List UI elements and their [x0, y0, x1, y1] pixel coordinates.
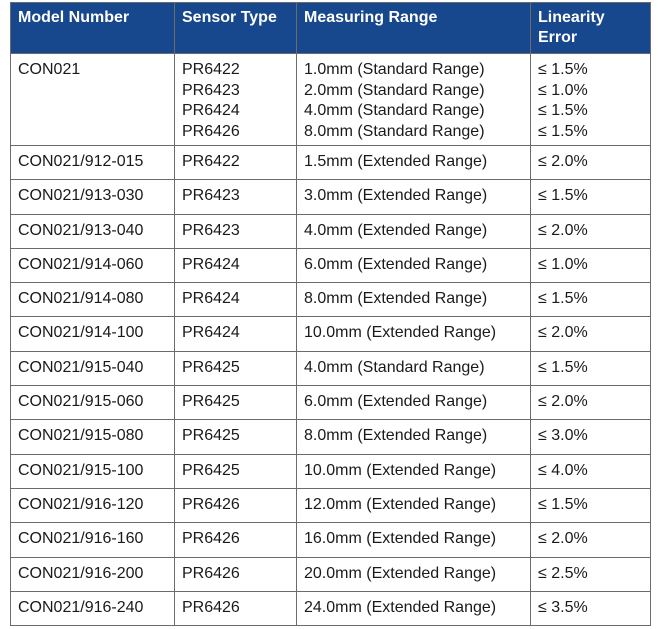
model-cell: CON021/912-015: [10, 144, 175, 181]
range-line: 2.0mm (Standard Range): [304, 81, 485, 99]
table-header-row: Model Number Sensor Type Measuring Range…: [10, 2, 651, 54]
error-cell: ≤ 2.0%: [530, 213, 651, 249]
sensor-cell: PR6422: [174, 144, 297, 181]
sensor-cell: PR6424: [174, 316, 297, 352]
sensor-cell: PR6423: [174, 179, 297, 215]
error-cell: ≤ 3.5%: [530, 590, 651, 627]
range-cell: 3.0mm (Extended Range): [296, 179, 531, 215]
sensor-cell: PR6424: [174, 247, 297, 284]
table-row: CON021/916-240 PR6426 24.0mm (Extended R…: [10, 590, 651, 627]
range-cell: 8.0mm (Extended Range): [296, 282, 531, 318]
model-cell: CON021/915-040: [10, 350, 175, 387]
error-cell: ≤ 4.0%: [530, 453, 651, 489]
sensor-cell: PR6426: [174, 590, 297, 627]
table-row: CON021/915-060 PR6425 6.0mm (Extended Ra…: [10, 385, 651, 421]
table-row: CON021/914-080 PR6424 8.0mm (Extended Ra…: [10, 282, 651, 318]
table-row: CON021/915-100 PR6425 10.0mm (Extended R…: [10, 453, 651, 489]
table-row: CON021/916-200 PR6426 20.0mm (Extended R…: [10, 556, 651, 592]
model-cell: CON021/916-160: [10, 522, 175, 558]
model-cell: CON021/915-080: [10, 419, 175, 455]
range-cell: 4.0mm (Standard Range): [296, 350, 531, 387]
table-row: CON021 PR6422 PR6423 PR6424 PR6426 1.0mm…: [10, 53, 651, 146]
model-cell: CON021/915-060: [10, 385, 175, 421]
model-cell: CON021/913-040: [10, 213, 175, 249]
sensor-line: PR6422: [182, 61, 240, 78]
error-line: ≤ 1.0%: [538, 81, 588, 99]
model-cell: CON021: [10, 53, 175, 146]
error-cell: ≤ 2.0%: [530, 316, 651, 352]
sensor-cell: PR6423: [174, 213, 297, 249]
model-cell: CON021/914-080: [10, 282, 175, 318]
range-cell: 16.0mm (Extended Range): [296, 522, 531, 558]
table-row: CON021/913-030 PR6423 3.0mm (Extended Ra…: [10, 179, 651, 215]
range-cell: 6.0mm (Extended Range): [296, 385, 531, 421]
range-cell: 1.0mm (Standard Range) 2.0mm (Standard R…: [296, 53, 531, 146]
model-cell: CON021/914-100: [10, 316, 175, 352]
error-cell: ≤ 2.5%: [530, 556, 651, 592]
error-cell: ≤ 3.0%: [530, 419, 651, 455]
range-line: 1.0mm (Standard Range): [304, 61, 485, 78]
sensor-cell: PR6426: [174, 556, 297, 592]
error-line: ≤ 1.5%: [538, 61, 588, 78]
header-model-number: Model Number: [10, 2, 175, 54]
range-line: 8.0mm (Standard Range): [304, 122, 485, 140]
range-cell: 10.0mm (Extended Range): [296, 453, 531, 489]
range-cell: 6.0mm (Extended Range): [296, 247, 531, 284]
range-cell: 12.0mm (Extended Range): [296, 487, 531, 524]
range-cell: 1.5mm (Extended Range): [296, 144, 531, 181]
spec-table-container: Model Number Sensor Type Measuring Range…: [10, 2, 651, 627]
range-cell: 10.0mm (Extended Range): [296, 316, 531, 352]
range-cell: 4.0mm (Extended Range): [296, 213, 531, 249]
table-row: CON021/915-040 PR6425 4.0mm (Standard Ra…: [10, 350, 651, 387]
sensor-cell: PR6425: [174, 419, 297, 455]
sensor-cell: PR6425: [174, 350, 297, 387]
model-cell: CON021/916-120: [10, 487, 175, 524]
model-cell: CON021/916-200: [10, 556, 175, 592]
error-cell: ≤ 1.5%: [530, 487, 651, 524]
error-cell: ≤ 1.5%: [530, 179, 651, 215]
table-row: CON021/914-100 PR6424 10.0mm (Extended R…: [10, 316, 651, 352]
error-cell: ≤ 1.5% ≤ 1.0% ≤ 1.5% ≤ 1.5%: [530, 53, 651, 146]
header-measuring-range: Measuring Range: [296, 2, 531, 54]
error-cell: ≤ 2.0%: [530, 144, 651, 181]
error-cell: ≤ 1.5%: [530, 282, 651, 318]
sensor-line: PR6424: [182, 102, 240, 119]
model-cell: CON021/915-100: [10, 453, 175, 489]
table-row: CON021/916-160 PR6426 16.0mm (Extended R…: [10, 522, 651, 558]
sensor-cell: PR6425: [174, 385, 297, 421]
model-cell: CON021/916-240: [10, 590, 175, 627]
model-cell: CON021/914-060: [10, 247, 175, 284]
range-cell: 20.0mm (Extended Range): [296, 556, 531, 592]
table-row: CON021/914-060 PR6424 6.0mm (Extended Ra…: [10, 247, 651, 284]
header-linearity-error: Linearity Error: [530, 2, 651, 54]
range-cell: 24.0mm (Extended Range): [296, 590, 531, 627]
table-row: CON021/915-080 PR6425 8.0mm (Extended Ra…: [10, 419, 651, 455]
error-cell: ≤ 2.0%: [530, 385, 651, 421]
sensor-cell: PR6425: [174, 453, 297, 489]
table-row: CON021/912-015 PR6422 1.5mm (Extended Ra…: [10, 144, 651, 181]
sensor-cell: PR6424: [174, 282, 297, 318]
table-row: CON021/916-120 PR6426 12.0mm (Extended R…: [10, 487, 651, 524]
error-line: ≤ 1.5%: [538, 122, 588, 140]
sensor-cell: PR6426: [174, 522, 297, 558]
model-cell: CON021/913-030: [10, 179, 175, 215]
spec-table: Model Number Sensor Type Measuring Range…: [10, 2, 651, 627]
sensor-line: PR6423: [182, 81, 240, 99]
error-line: ≤ 1.5%: [538, 102, 588, 119]
table-row: CON021/913-040 PR6423 4.0mm (Extended Ra…: [10, 213, 651, 249]
error-cell: ≤ 1.5%: [530, 350, 651, 387]
sensor-cell: PR6422 PR6423 PR6424 PR6426: [174, 53, 297, 146]
range-cell: 8.0mm (Extended Range): [296, 419, 531, 455]
sensor-cell: PR6426: [174, 487, 297, 524]
range-line: 4.0mm (Standard Range): [304, 102, 485, 119]
sensor-line: PR6426: [182, 122, 240, 140]
error-cell: ≤ 1.0%: [530, 247, 651, 284]
header-sensor-type: Sensor Type: [174, 2, 297, 54]
error-cell: ≤ 2.0%: [530, 522, 651, 558]
